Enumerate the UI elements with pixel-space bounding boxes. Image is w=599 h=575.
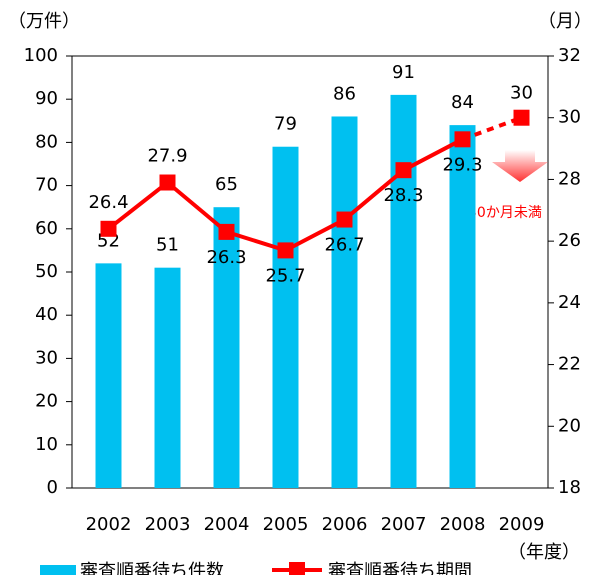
line-value-label: 28.3 — [383, 185, 423, 206]
line-marker — [336, 211, 353, 228]
annotation: 30か月未満 — [468, 205, 542, 221]
y-tick-label: 100 — [24, 45, 58, 66]
bar-value-label: 84 — [451, 92, 474, 113]
line-value-label: 27.9 — [147, 146, 187, 167]
y2-tick-label: 24 — [558, 292, 581, 313]
x-tick-label: 2004 — [204, 514, 250, 535]
y-axis-label: （万件） — [8, 11, 80, 32]
legend-swatch — [40, 565, 76, 575]
y2-tick-label: 22 — [558, 354, 581, 375]
y-tick-label: 40 — [35, 304, 58, 325]
bar-value-label: 65 — [215, 174, 238, 195]
line-value-label: 29.3 — [442, 154, 482, 175]
plot-frame — [71, 55, 549, 489]
y2-tick-label: 26 — [558, 230, 581, 251]
x-tick-label: 2008 — [440, 514, 486, 535]
y2-tick-label: 28 — [558, 168, 581, 189]
line-marker — [218, 223, 235, 240]
y-tick-label: 70 — [35, 175, 58, 196]
x-tick-label: 2007 — [381, 514, 427, 535]
legend-label: 審査順番待ち件数 — [80, 561, 224, 575]
y-tick-label: 90 — [35, 88, 58, 109]
y2-axis-label: （月） — [538, 11, 592, 32]
line-marker — [100, 220, 117, 237]
line-value-label: 26.3 — [206, 247, 246, 268]
y2-tick-label: 30 — [558, 107, 581, 128]
projection-line — [461, 115, 523, 142]
y-tick-label: 60 — [35, 218, 58, 239]
bar — [390, 94, 417, 488]
bar-value-label: 91 — [392, 62, 415, 83]
x-tick-label: 2002 — [86, 514, 132, 535]
x-tick-label: 2006 — [322, 514, 368, 535]
y-tick-label: 50 — [35, 261, 58, 282]
legend-label: 審査順番待ち期間 — [328, 561, 472, 575]
bar — [449, 125, 476, 489]
y2-tick-label: 20 — [558, 415, 581, 436]
line-marker — [395, 162, 412, 179]
bar — [154, 267, 181, 488]
projection-label: 30 — [510, 83, 533, 104]
line-value-label: 26.4 — [88, 192, 128, 213]
y-tick-label: 80 — [35, 131, 58, 152]
line-marker — [159, 174, 176, 191]
y2-tick-label: 32 — [558, 45, 581, 66]
bar-value-label: 51 — [156, 235, 179, 256]
bar — [213, 207, 240, 488]
x-tick-label: 2005 — [263, 514, 309, 535]
x-tick-label: 2009 — [499, 514, 545, 535]
arrow — [492, 150, 548, 182]
line-value-label: 26.7 — [324, 235, 364, 256]
projection-marker — [513, 109, 530, 126]
bar — [95, 263, 122, 488]
x-tick-label: 2003 — [145, 514, 191, 535]
bar — [331, 116, 358, 488]
bar-value-label: 79 — [274, 114, 297, 135]
bar-value-label: 86 — [333, 83, 356, 104]
y-tick-label: 30 — [35, 347, 58, 368]
y-tick-label: 0 — [47, 477, 58, 498]
bar — [272, 146, 299, 488]
x-axis-label: （年度） — [508, 542, 580, 563]
legend-swatch — [289, 562, 305, 575]
line-marker — [454, 131, 471, 148]
y-tick-label: 20 — [35, 391, 58, 412]
line-marker — [277, 242, 294, 259]
line-value-label: 25.7 — [265, 265, 305, 286]
y-tick-label: 10 — [35, 434, 58, 455]
y2-tick-label: 18 — [558, 477, 581, 498]
